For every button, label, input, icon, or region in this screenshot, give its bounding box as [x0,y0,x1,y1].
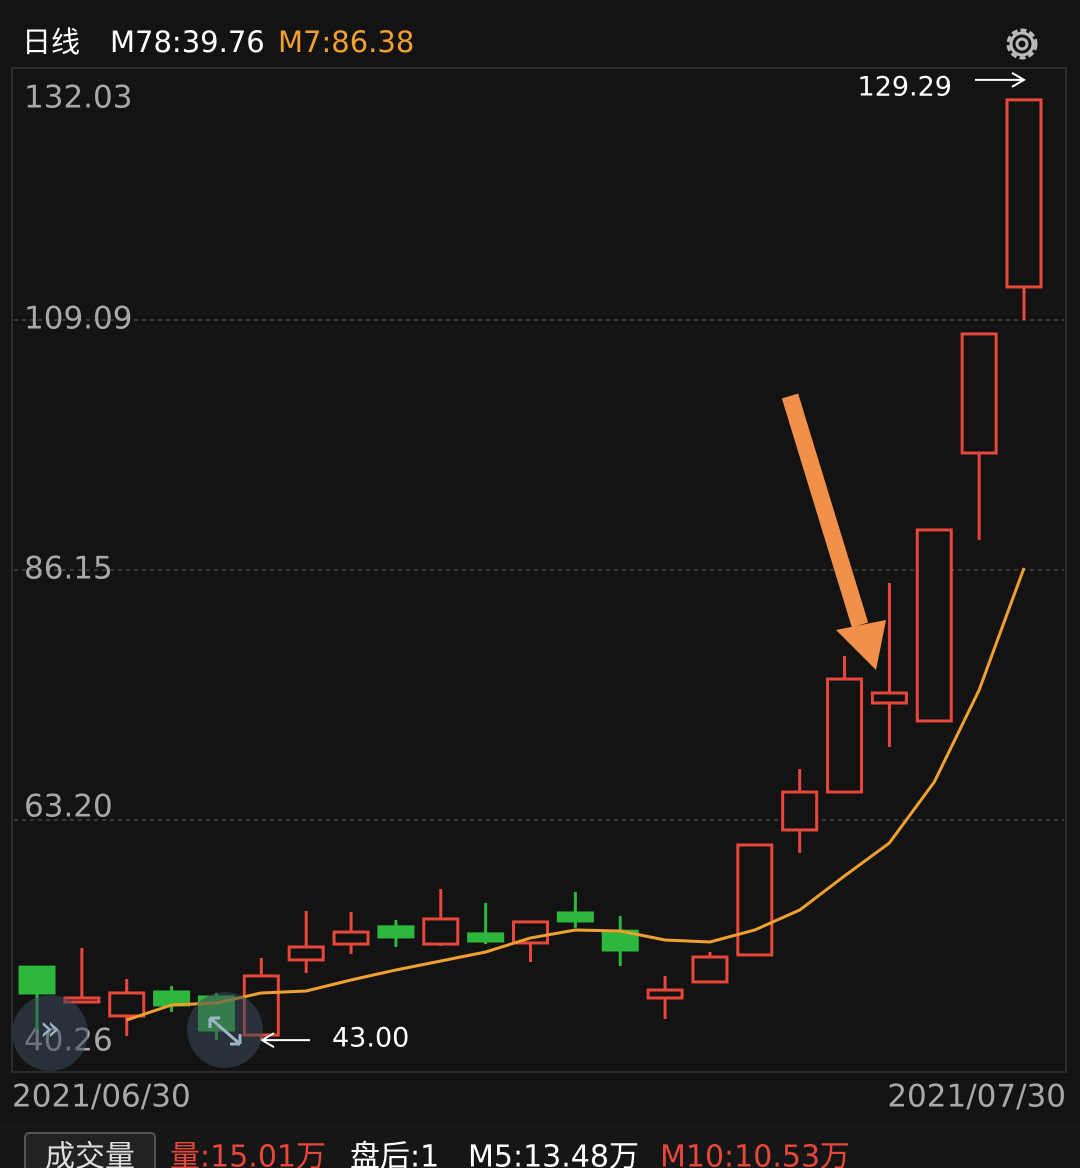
volume-bar [0,1122,1080,1168]
arrow-shaft [781,393,869,628]
period-label[interactable]: 日线 [22,25,80,59]
volume-item: M5:13.48万 [468,1140,639,1168]
gear-outer[interactable] [1006,28,1038,60]
candle-body [1005,98,1043,289]
gear-hole[interactable] [1015,37,1029,51]
ma-line [126,567,1026,1022]
highlight-arrow [781,393,886,670]
ma-main: M78:39.76 [110,25,265,59]
expand-icon[interactable] [208,1016,242,1046]
volume-item: 量:15.01万 [170,1140,326,1168]
float-button[interactable] [12,995,88,1071]
y-tick-label: 63.20 [24,789,113,825]
candle-body [736,843,774,957]
plot: 40.2663.2086.15109.09132.032021/06/30202… [12,71,1066,1114]
candle-body [960,332,998,455]
candle-body [467,932,505,943]
min-arrow [260,1032,310,1049]
volume-item: 盘后:1 [350,1140,439,1168]
float-icon[interactable]: » [40,1009,61,1049]
candle-body [422,917,460,946]
settings-icon[interactable] [1006,28,1038,60]
volume-button[interactable] [24,1132,156,1168]
candle-body [377,925,415,939]
ma7-label: M7:86.38 [278,25,414,59]
max-arrow [975,71,1026,88]
candle-body [915,528,953,723]
volume-button-text[interactable]: 成交量 [45,1140,135,1168]
candle-body [691,955,729,984]
candle-body [108,991,146,1018]
chart-frame [11,67,1067,1073]
y-tick-label: 109.09 [24,300,132,336]
x-tick-label: 2021/07/30 [887,1079,1066,1115]
candle-body [826,677,864,794]
volume-item: M10:10.53万 [660,1140,850,1168]
min-label: 43.00 [332,1023,409,1054]
gear-ring[interactable] [1009,31,1035,57]
candle-body [556,911,594,923]
max-label: 129.29 [858,71,952,102]
candle-body [781,790,819,832]
candle-body [870,691,908,705]
arrow-head [836,620,886,670]
y-tick-label: 86.15 [24,550,113,586]
candle-body [512,920,549,945]
x-tick-label: 2021/06/30 [12,1079,191,1115]
candle-body [332,930,370,946]
candle-body [287,945,325,962]
candle-body [646,988,684,1000]
candle-body [18,965,56,995]
y-tick-label: 132.03 [24,80,132,116]
